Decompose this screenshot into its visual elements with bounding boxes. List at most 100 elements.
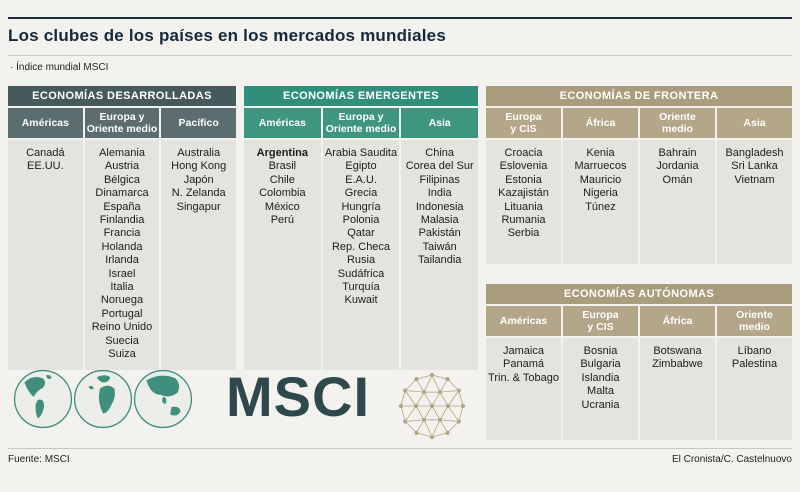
column-header: Américas	[244, 108, 321, 138]
subtitle: · Índice mundial MSCI	[10, 62, 109, 73]
column-header: Pacífico	[161, 108, 237, 138]
country-label: Indonesia	[415, 200, 464, 213]
column-header: Europa y CIS	[486, 108, 561, 138]
country-label: Nigeria	[583, 187, 618, 200]
panel-standalone-economies: ECONOMÍAS AUTÓNOMAS Américas Europa y CIS…	[486, 284, 792, 440]
country-label: Irlanda	[105, 254, 139, 267]
column-header: África	[640, 306, 715, 336]
country-column: Alemania Austria Bélgica Dinamarca España Fin…	[84, 140, 160, 370]
country-label: Colombia	[259, 187, 306, 200]
country-label: Francia	[103, 227, 141, 240]
country-label: Hong Kong	[171, 160, 227, 173]
country-label: Zimbabwe	[652, 358, 703, 371]
country-label: Israel	[108, 267, 136, 280]
country-label: Suecia	[105, 334, 139, 347]
country-columns: Argentina Brasil Chile Colombia México Perú Ar…	[244, 140, 479, 370]
country-column: Croacia Eslovenia Estonia Kazajistán Lituani…	[486, 140, 561, 264]
column-header: Asia	[401, 108, 479, 138]
country-label: Suiza	[108, 348, 136, 361]
country-label: Rep. Checa	[331, 240, 391, 253]
country-label: Portugal	[101, 307, 143, 320]
country-label: Eslovenia	[499, 160, 548, 173]
world-globes-icon	[12, 368, 193, 430]
country-label: Alemania	[99, 147, 145, 159]
country-columns: Jamaica Panamá Trin. & Tobago Bosnia Bulgari…	[486, 338, 792, 440]
country-column: Bosnia Bulgaria Islandia Malta Ucrania	[563, 338, 638, 440]
country-label: China	[425, 147, 455, 159]
country-label: Chile	[269, 173, 295, 186]
column-header: Europa y Oriente medio	[322, 108, 400, 138]
panel-title: ECONOMÍAS EMERGENTES	[244, 86, 478, 106]
column-header: África	[563, 108, 638, 138]
country-label: México	[264, 200, 300, 213]
country-label: Malta	[587, 385, 614, 398]
column-header: Europa y Oriente medio	[84, 108, 160, 138]
right-panel-stack: ECONOMÍAS DE FRONTERA Europa y CIS África…	[486, 86, 792, 440]
country-label: Italia	[110, 281, 134, 294]
country-label: Túnez	[585, 200, 616, 213]
country-label: Rusia	[346, 254, 376, 267]
country-label: Corea del Sur	[405, 160, 474, 173]
country-label: Singapur	[176, 200, 221, 213]
country-column: Argentina Brasil Chile Colombia México Perú	[244, 140, 321, 370]
country-label: Qatar	[347, 227, 375, 240]
country-label: Bangladesh	[725, 147, 784, 159]
page-title: Los clubes de los países en los mercados…	[8, 26, 446, 45]
country-label: Australia	[177, 147, 221, 159]
country-label: Bosnia	[583, 345, 618, 357]
country-columns: Canadá EE.UU. Alemania Austria Bélgica Dinama…	[8, 140, 237, 370]
column-header: Américas	[8, 108, 83, 138]
globe-americas-icon	[13, 369, 73, 429]
country-label: Líbano	[737, 345, 772, 357]
country-label: Austria	[104, 160, 140, 173]
country-column: Kenia Marruecos Mauricio Nigeria Túnez	[563, 140, 638, 264]
country-label: Kuwait	[344, 294, 378, 307]
country-label: Islandia	[581, 371, 620, 384]
country-label: Bahrain	[658, 147, 697, 159]
country-label: Lituania	[504, 200, 543, 213]
title-rule	[8, 55, 792, 56]
country-label: Trin. & Tobago	[488, 371, 559, 384]
country-column: Botswana Zimbabwe	[640, 338, 715, 440]
country-label: Filipinas	[419, 173, 460, 186]
column-header: Américas	[486, 306, 561, 336]
country-label: Rumania	[501, 214, 546, 227]
column-headers: Europa y CIS África Oriente medio Asia	[486, 108, 792, 138]
country-label: Brasil	[268, 160, 297, 173]
country-label: Croacia	[504, 147, 543, 159]
country-label: Hungría	[341, 200, 381, 213]
country-column: Canadá EE.UU.	[8, 140, 83, 370]
country-label: Finlandia	[99, 214, 145, 227]
country-label: Turquía	[342, 281, 380, 294]
column-headers: Américas Europa y CIS África Oriente medio	[486, 306, 792, 336]
country-label: Marruecos	[574, 160, 627, 173]
country-label: Polonia	[342, 214, 380, 227]
network-globe-icon	[398, 372, 466, 440]
country-label: Perú	[270, 214, 294, 227]
country-label: Japón	[183, 173, 214, 186]
country-label: Ucrania	[581, 398, 620, 411]
country-label: Sudáfrica	[337, 267, 385, 280]
panel-title: ECONOMÍAS AUTÓNOMAS	[486, 284, 792, 304]
country-label: Palestina	[731, 358, 778, 371]
country-label: Malasia	[420, 214, 459, 227]
country-column: Arabia Saudita Egipto E.A.U. Grecia Hungría P…	[322, 140, 400, 370]
country-label: Noruega	[100, 294, 144, 307]
panel-title: ECONOMÍAS DE FRONTERA	[486, 86, 792, 106]
country-label: Grecia	[344, 187, 378, 200]
country-column: Bangladesh Sri Lanka Vietnam	[717, 140, 792, 264]
country-label: Serbia	[507, 227, 540, 240]
country-label: N. Zelanda	[171, 187, 226, 200]
column-headers: Américas Europa y Oriente medio Pacífico	[8, 108, 237, 138]
country-label: Tailandia	[417, 254, 462, 267]
source-note: Fuente: MSCI	[8, 454, 70, 465]
country-label: E.A.U.	[345, 173, 377, 186]
country-label: Bélgica	[103, 173, 141, 186]
country-label: Pakistán	[418, 227, 461, 240]
country-label: Sri Lanka	[731, 160, 778, 173]
country-label: Mauricio	[579, 173, 622, 186]
country-label: Jordania	[656, 160, 699, 173]
country-label: Dinamarca	[95, 187, 149, 200]
country-label: Estonia	[505, 173, 542, 186]
